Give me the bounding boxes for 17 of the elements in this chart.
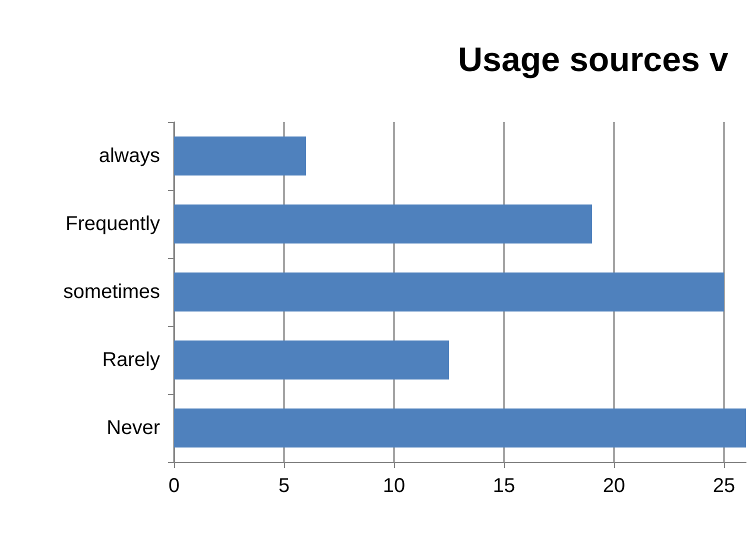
bar bbox=[174, 204, 592, 244]
bar bbox=[174, 340, 449, 380]
x-tick-label: 20 bbox=[602, 475, 626, 497]
x-tick-label: 5 bbox=[278, 475, 290, 497]
x-tick-label: 0 bbox=[168, 475, 180, 497]
x-tick-label: 10 bbox=[382, 475, 406, 497]
y-tick-label: Never bbox=[106, 417, 160, 439]
x-tick-label: 15 bbox=[492, 475, 516, 497]
y-tick-label: always bbox=[98, 145, 160, 167]
x-tick-label: 25 bbox=[712, 475, 736, 497]
bar bbox=[174, 272, 724, 312]
bar bbox=[174, 408, 746, 448]
y-tick-label: Rarely bbox=[102, 349, 160, 371]
chart-title: Usage sources v bbox=[458, 41, 728, 79]
y-tick-label: sometimes bbox=[63, 281, 160, 303]
bar bbox=[174, 136, 306, 176]
y-tick-label: Frequently bbox=[66, 213, 160, 235]
